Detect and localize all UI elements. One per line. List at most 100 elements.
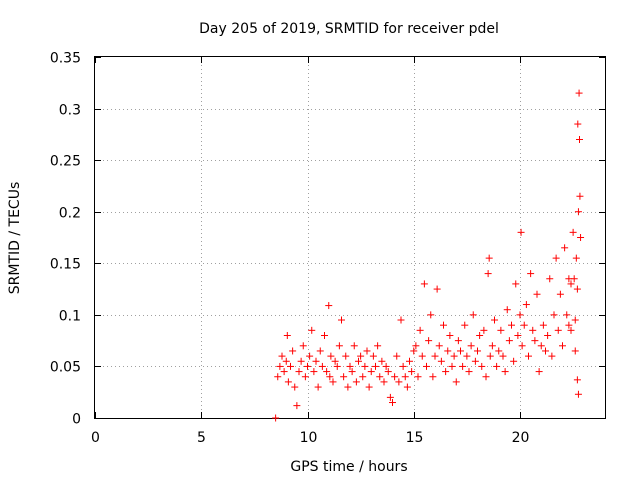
data-point <box>301 373 309 381</box>
data-point <box>576 192 584 200</box>
data-point <box>571 347 579 355</box>
data-point <box>312 357 320 365</box>
data-point <box>308 326 316 334</box>
data-point <box>576 136 583 144</box>
data-point <box>399 362 407 370</box>
data-point <box>287 362 294 370</box>
data-point <box>488 342 496 350</box>
data-point <box>539 321 547 329</box>
data-point <box>501 368 509 376</box>
data-point <box>272 414 280 422</box>
data-point <box>474 347 481 355</box>
data-point <box>293 402 301 410</box>
data-point <box>571 316 579 324</box>
data-point <box>514 331 522 339</box>
data-point <box>297 357 305 365</box>
data-point <box>497 326 505 334</box>
data-point <box>563 311 571 319</box>
data-point <box>516 311 524 319</box>
data-point <box>575 89 583 97</box>
data-point <box>306 352 314 360</box>
data-point <box>508 321 515 329</box>
data-point <box>567 326 575 334</box>
data-point <box>416 326 424 334</box>
data-point <box>382 362 390 370</box>
data-point <box>544 331 552 339</box>
data-point <box>299 342 307 350</box>
data-point <box>357 352 365 360</box>
data-point <box>546 275 554 283</box>
data-point <box>527 270 535 278</box>
data-point <box>340 373 348 381</box>
data-point <box>463 352 471 360</box>
data-point <box>304 362 311 370</box>
data-point <box>325 302 333 310</box>
data-point <box>450 352 458 360</box>
data-point <box>499 352 507 360</box>
data-point <box>522 301 530 309</box>
data-point <box>573 376 581 384</box>
data-point <box>459 362 467 370</box>
data-points <box>272 89 585 422</box>
data-point <box>573 285 581 293</box>
data-point <box>559 342 566 350</box>
data-point <box>574 120 582 128</box>
y-tick-label: 0.15 <box>50 257 81 273</box>
data-point <box>567 280 575 288</box>
chart-title: Day 205 of 2019, SRMTID for receiver pde… <box>199 21 499 37</box>
x-tick-label: 15 <box>406 430 424 446</box>
y-tick-label: 0.2 <box>59 206 81 222</box>
data-point <box>565 275 573 283</box>
data-point <box>469 311 477 319</box>
data-point <box>444 347 452 355</box>
data-point <box>283 331 291 339</box>
data-point <box>408 368 416 376</box>
data-point <box>442 368 450 376</box>
data-point <box>291 383 299 391</box>
data-point <box>485 254 493 262</box>
data-point <box>369 352 377 360</box>
x-tick-label: 10 <box>300 430 318 446</box>
data-point <box>414 373 422 381</box>
data-point <box>327 352 335 360</box>
x-tick-labels: 0 5 10 15 20 <box>91 430 529 446</box>
data-point <box>574 390 582 398</box>
data-point <box>429 373 437 381</box>
data-point <box>550 311 558 319</box>
x-tick-label: 5 <box>197 430 206 446</box>
data-point <box>280 368 288 376</box>
data-point <box>457 347 464 355</box>
data-point <box>525 352 532 360</box>
data-point <box>316 347 324 355</box>
data-point <box>569 228 577 236</box>
data-point <box>465 368 473 376</box>
y-tick-label: 0.05 <box>50 360 81 376</box>
data-point <box>531 337 539 345</box>
data-point <box>295 368 303 376</box>
data-point <box>565 321 573 329</box>
data-point <box>476 331 484 339</box>
data-point <box>363 347 371 355</box>
data-point <box>427 311 435 319</box>
data-point <box>505 337 513 345</box>
x-tick-label: 0 <box>91 430 100 446</box>
data-point <box>380 378 388 386</box>
data-point <box>556 290 564 298</box>
data-point <box>321 331 328 339</box>
data-point <box>471 357 479 365</box>
y-tick-label: 0.35 <box>50 51 81 67</box>
data-point <box>425 337 433 345</box>
data-point <box>276 362 284 370</box>
data-point <box>542 347 549 355</box>
data-point <box>346 362 354 370</box>
data-point <box>412 342 420 350</box>
data-point <box>352 378 360 386</box>
data-point <box>482 373 490 381</box>
data-point <box>440 321 447 329</box>
data-point <box>548 352 556 360</box>
data-point <box>561 244 569 252</box>
data-point <box>537 342 545 350</box>
data-point <box>384 368 392 376</box>
y-tick-label: 0.1 <box>59 309 81 325</box>
